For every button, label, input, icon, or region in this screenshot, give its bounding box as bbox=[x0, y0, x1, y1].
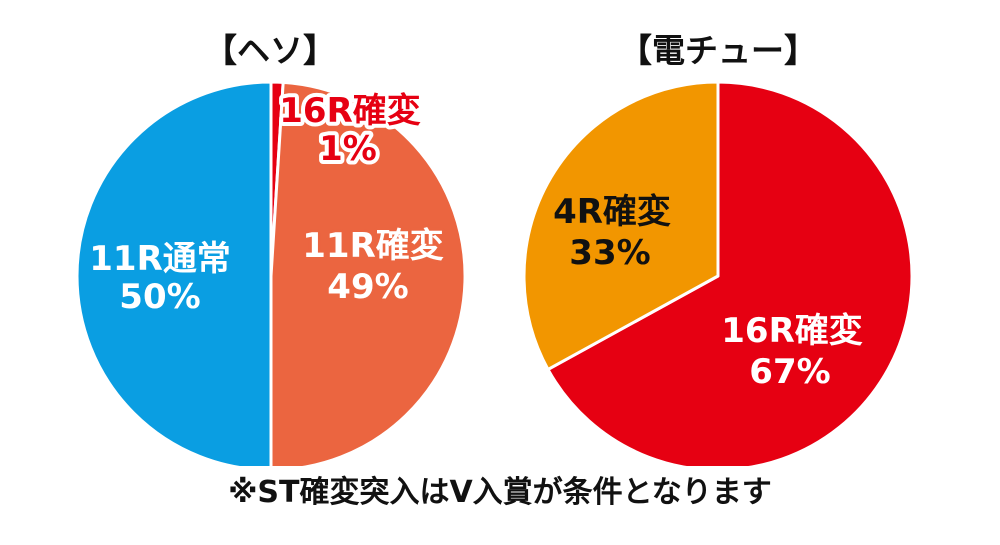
slice-label-4r-kakuhen-value: 33% bbox=[569, 233, 650, 273]
pie-heso: 【ヘソ】 11R通常 50% 16R確変 1% 11R確変 49% bbox=[75, 31, 467, 472]
slice-label-11r-normal-value: 50% bbox=[119, 277, 200, 317]
slice-label-16r-kakuhen-name: 16R確変 bbox=[721, 311, 863, 351]
pie-heso-labels: 11R通常 50% 16R確変 1% 11R確変 49% bbox=[86, 87, 447, 320]
pie-slice-1-1-33 bbox=[522, 80, 720, 371]
slice-label-11r-kakuhen-name: 11R確変 bbox=[302, 226, 444, 266]
slice-label-11r-kakuhen-value: 49% bbox=[327, 267, 408, 307]
pie-denchu-title: 【電チュー】 bbox=[619, 31, 817, 70]
pie-denchu: 【電チュー】 16R確変 67% 4R確変 33% bbox=[522, 31, 914, 472]
pie-slice-1-0-67 bbox=[546, 80, 914, 472]
slice-label-16r-kakuhen-value: 1% bbox=[319, 129, 377, 169]
footnote: ※ST確変突入はV入賞が条件となります bbox=[228, 475, 772, 510]
slice-label-4r-kakuhen-name: 4R確変 bbox=[553, 192, 671, 232]
pie-denchu-labels: 16R確変 67% 4R確変 33% bbox=[550, 189, 866, 395]
pie-denchu-slices bbox=[522, 80, 914, 472]
pie-heso-title: 【ヘソ】 bbox=[204, 31, 336, 70]
slice-label-16r-kakuhen-name: 16R確変 bbox=[279, 91, 421, 131]
pie-slice-0-0-50 bbox=[75, 80, 273, 472]
slice-label-16r-kakuhen-value: 67% bbox=[749, 352, 830, 392]
slice-label-11r-normal-name: 11R通常 bbox=[89, 239, 231, 279]
note-backdrop bbox=[150, 466, 850, 516]
pie-slice-0-2-49 bbox=[269, 80, 467, 472]
pie-heso-slices bbox=[75, 80, 467, 472]
